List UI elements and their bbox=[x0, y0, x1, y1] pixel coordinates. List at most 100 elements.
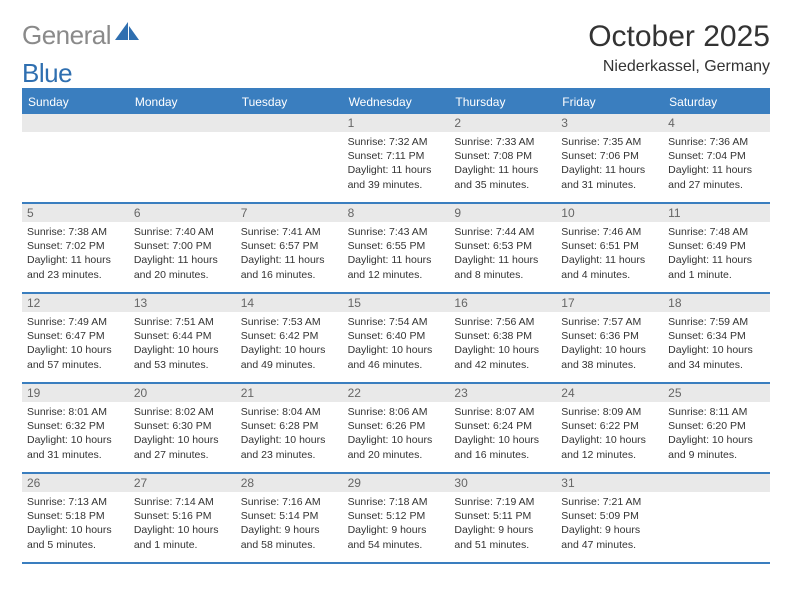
empty-day-band bbox=[129, 114, 236, 132]
sunrise-line: Sunrise: 7:35 AM bbox=[561, 135, 658, 149]
daynum-band: 20 bbox=[129, 384, 236, 402]
day-number: 31 bbox=[561, 476, 658, 490]
daylight-line: Daylight: 10 hours bbox=[348, 343, 445, 357]
daylight-line: Daylight: 10 hours bbox=[241, 433, 338, 447]
sunset-line: Sunset: 6:20 PM bbox=[668, 419, 765, 433]
dow-thursday: Thursday bbox=[449, 90, 556, 114]
daylight-line: Daylight: 11 hours bbox=[454, 253, 551, 267]
day-cell: 11Sunrise: 7:48 AMSunset: 6:49 PMDayligh… bbox=[663, 204, 770, 292]
sunset-line: Sunset: 5:18 PM bbox=[27, 509, 124, 523]
daylight-line: and 46 minutes. bbox=[348, 358, 445, 372]
page-title: October 2025 bbox=[588, 20, 770, 54]
empty-day-band bbox=[236, 114, 343, 132]
sunset-line: Sunset: 5:09 PM bbox=[561, 509, 658, 523]
week-row: 26Sunrise: 7:13 AMSunset: 5:18 PMDayligh… bbox=[22, 474, 770, 564]
day-cell: 12Sunrise: 7:49 AMSunset: 6:47 PMDayligh… bbox=[22, 294, 129, 382]
daylight-line: Daylight: 11 hours bbox=[241, 253, 338, 267]
daylight-line: Daylight: 10 hours bbox=[241, 343, 338, 357]
day-cell: 15Sunrise: 7:54 AMSunset: 6:40 PMDayligh… bbox=[343, 294, 450, 382]
dow-friday: Friday bbox=[556, 90, 663, 114]
daynum-band: 10 bbox=[556, 204, 663, 222]
sunset-line: Sunset: 6:38 PM bbox=[454, 329, 551, 343]
day-cell: 16Sunrise: 7:56 AMSunset: 6:38 PMDayligh… bbox=[449, 294, 556, 382]
daylight-line: and 12 minutes. bbox=[348, 268, 445, 282]
daylight-line: Daylight: 10 hours bbox=[668, 343, 765, 357]
sunrise-line: Sunrise: 7:46 AM bbox=[561, 225, 658, 239]
daynum-band: 5 bbox=[22, 204, 129, 222]
daylight-line: Daylight: 9 hours bbox=[241, 523, 338, 537]
logo-text-blue: Blue bbox=[22, 58, 72, 89]
day-cell: 13Sunrise: 7:51 AMSunset: 6:44 PMDayligh… bbox=[129, 294, 236, 382]
day-number: 16 bbox=[454, 296, 551, 310]
daynum-band: 11 bbox=[663, 204, 770, 222]
daynum-band: 12 bbox=[22, 294, 129, 312]
sunrise-line: Sunrise: 7:18 AM bbox=[348, 495, 445, 509]
sunset-line: Sunset: 7:08 PM bbox=[454, 149, 551, 163]
day-cell: 20Sunrise: 8:02 AMSunset: 6:30 PMDayligh… bbox=[129, 384, 236, 472]
day-cell: 22Sunrise: 8:06 AMSunset: 6:26 PMDayligh… bbox=[343, 384, 450, 472]
day-cell: 5Sunrise: 7:38 AMSunset: 7:02 PMDaylight… bbox=[22, 204, 129, 292]
daynum-band: 15 bbox=[343, 294, 450, 312]
daylight-line: Daylight: 10 hours bbox=[454, 343, 551, 357]
sunrise-line: Sunrise: 7:21 AM bbox=[561, 495, 658, 509]
dow-monday: Monday bbox=[129, 90, 236, 114]
day-cell: 17Sunrise: 7:57 AMSunset: 6:36 PMDayligh… bbox=[556, 294, 663, 382]
sunset-line: Sunset: 5:16 PM bbox=[134, 509, 231, 523]
sunrise-line: Sunrise: 7:32 AM bbox=[348, 135, 445, 149]
daylight-line: Daylight: 11 hours bbox=[668, 163, 765, 177]
sunrise-line: Sunrise: 8:06 AM bbox=[348, 405, 445, 419]
daynum-band: 30 bbox=[449, 474, 556, 492]
day-number: 17 bbox=[561, 296, 658, 310]
sunset-line: Sunset: 6:36 PM bbox=[561, 329, 658, 343]
daylight-line: and 23 minutes. bbox=[27, 268, 124, 282]
daynum-band: 9 bbox=[449, 204, 556, 222]
daylight-line: and 20 minutes. bbox=[348, 448, 445, 462]
daylight-line: and 12 minutes. bbox=[561, 448, 658, 462]
sunrise-line: Sunrise: 8:07 AM bbox=[454, 405, 551, 419]
day-cell bbox=[22, 114, 129, 202]
daylight-line: and 16 minutes. bbox=[241, 268, 338, 282]
daylight-line: Daylight: 10 hours bbox=[561, 433, 658, 447]
daynum-band: 21 bbox=[236, 384, 343, 402]
day-cell bbox=[129, 114, 236, 202]
sunset-line: Sunset: 6:24 PM bbox=[454, 419, 551, 433]
day-number: 18 bbox=[668, 296, 765, 310]
daynum-band: 29 bbox=[343, 474, 450, 492]
sunset-line: Sunset: 6:30 PM bbox=[134, 419, 231, 433]
dow-wednesday: Wednesday bbox=[343, 90, 450, 114]
daylight-line: and 49 minutes. bbox=[241, 358, 338, 372]
day-number: 15 bbox=[348, 296, 445, 310]
sunrise-line: Sunrise: 7:54 AM bbox=[348, 315, 445, 329]
day-number: 6 bbox=[134, 206, 231, 220]
daylight-line: Daylight: 10 hours bbox=[454, 433, 551, 447]
dow-sunday: Sunday bbox=[22, 90, 129, 114]
daynum-band: 23 bbox=[449, 384, 556, 402]
sunset-line: Sunset: 6:26 PM bbox=[348, 419, 445, 433]
daynum-band: 27 bbox=[129, 474, 236, 492]
sunset-line: Sunset: 6:22 PM bbox=[561, 419, 658, 433]
daylight-line: and 4 minutes. bbox=[561, 268, 658, 282]
sunset-line: Sunset: 6:49 PM bbox=[668, 239, 765, 253]
day-cell: 31Sunrise: 7:21 AMSunset: 5:09 PMDayligh… bbox=[556, 474, 663, 562]
daylight-line: and 57 minutes. bbox=[27, 358, 124, 372]
day-cell: 26Sunrise: 7:13 AMSunset: 5:18 PMDayligh… bbox=[22, 474, 129, 562]
daylight-line: Daylight: 11 hours bbox=[454, 163, 551, 177]
daynum-band: 19 bbox=[22, 384, 129, 402]
daylight-line: and 54 minutes. bbox=[348, 538, 445, 552]
sunset-line: Sunset: 5:12 PM bbox=[348, 509, 445, 523]
daylight-line: and 31 minutes. bbox=[561, 178, 658, 192]
sunrise-line: Sunrise: 8:09 AM bbox=[561, 405, 658, 419]
dow-saturday: Saturday bbox=[663, 90, 770, 114]
day-number: 2 bbox=[454, 116, 551, 130]
daylight-line: Daylight: 11 hours bbox=[134, 253, 231, 267]
daylight-line: Daylight: 10 hours bbox=[134, 433, 231, 447]
daylight-line: Daylight: 11 hours bbox=[348, 163, 445, 177]
sunset-line: Sunset: 7:04 PM bbox=[668, 149, 765, 163]
sunrise-line: Sunrise: 7:38 AM bbox=[27, 225, 124, 239]
daylight-line: and 42 minutes. bbox=[454, 358, 551, 372]
day-number: 5 bbox=[27, 206, 124, 220]
sunrise-line: Sunrise: 7:41 AM bbox=[241, 225, 338, 239]
day-cell: 4Sunrise: 7:36 AMSunset: 7:04 PMDaylight… bbox=[663, 114, 770, 202]
daylight-line: and 1 minute. bbox=[668, 268, 765, 282]
daynum-band: 13 bbox=[129, 294, 236, 312]
